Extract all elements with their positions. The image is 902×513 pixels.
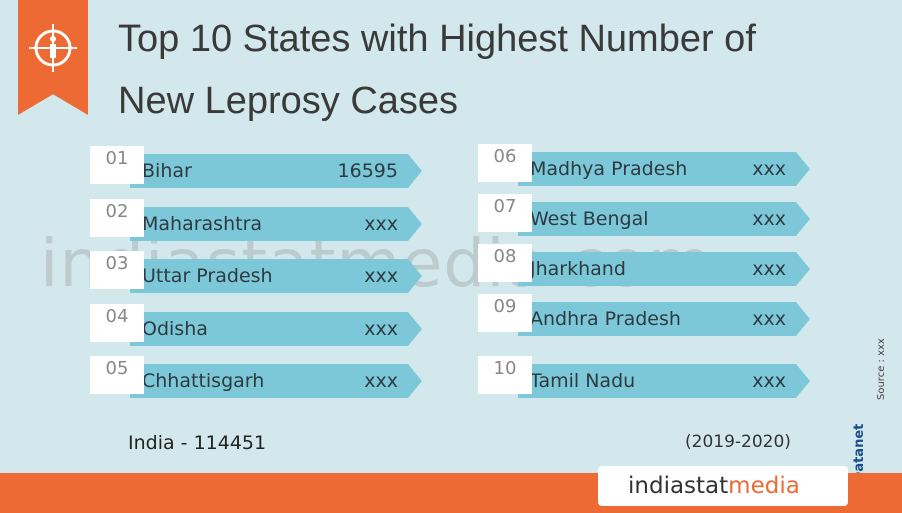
item-value: xxx (752, 308, 786, 330)
item-band: West Bengal xxx (518, 202, 810, 236)
item-band: Uttar Pradesh xxx (130, 259, 422, 293)
item-band: Chhattisgarh xxx (130, 364, 422, 398)
item-value: xxx (364, 370, 398, 392)
item-name: Uttar Pradesh (142, 265, 273, 287)
item-band: Tamil Nadu xxx (518, 364, 810, 398)
item-value: xxx (752, 208, 786, 230)
item-rank: 06 (478, 144, 532, 182)
item-rank: 04 (90, 304, 144, 342)
title-line: Top 10 States with Highest Number of (118, 18, 756, 60)
total: India - 114451 (128, 432, 267, 454)
item-value: xxx (364, 318, 398, 340)
item-rank: 01 (90, 146, 144, 184)
info-icon (29, 24, 77, 72)
item-rank: 03 (90, 251, 144, 289)
item-rank: 09 (478, 294, 532, 332)
item-band: Madhya Pradesh xxx (518, 152, 810, 186)
item-name: Jharkhand (530, 258, 626, 280)
item-value: xxx (364, 265, 398, 287)
ribbon (18, 0, 88, 115)
period: (2019-2020) (685, 432, 791, 452)
item-rank: 07 (478, 194, 532, 232)
item-name: Madhya Pradesh (530, 158, 688, 180)
item-rank: 05 (90, 356, 144, 394)
item-name: Chhattisgarh (142, 370, 265, 392)
item-band: Andhra Pradesh xxx (518, 302, 810, 336)
brand-a: indiastat (628, 473, 729, 499)
item-name: Bihar (142, 160, 192, 182)
brand-b: media (728, 473, 800, 499)
item-name: Andhra Pradesh (530, 308, 681, 330)
item-rank: 08 (478, 244, 532, 282)
item-rank: 02 (90, 199, 144, 237)
title-line: New Leprosy Cases (118, 80, 459, 122)
item-name: West Bengal (530, 208, 649, 230)
item-name: Maharashtra (142, 213, 263, 235)
item-value: xxx (752, 370, 786, 392)
item-name: Odisha (142, 318, 208, 340)
item-value: xxx (364, 213, 398, 235)
source: Source : xxx (876, 338, 887, 400)
item-band: Jharkhand xxx (518, 252, 810, 286)
item-rank: 10 (478, 356, 532, 394)
item-value: xxx (752, 158, 786, 180)
item-value: 16595 (337, 160, 398, 182)
item-band: Maharashtra xxx (130, 207, 422, 241)
item-value: xxx (752, 258, 786, 280)
item-band: Odisha xxx (130, 312, 422, 346)
item-name: Tamil Nadu (530, 370, 636, 392)
item-band: Bihar 16595 (130, 154, 422, 188)
brand: indiastat media (598, 466, 848, 506)
